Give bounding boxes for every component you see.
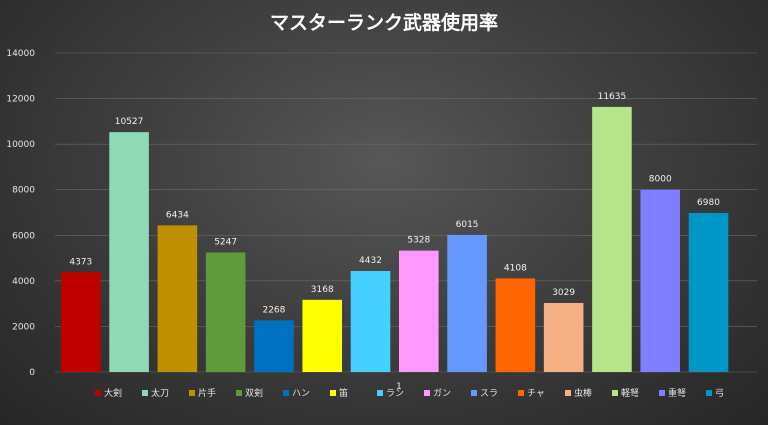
y-axis-ticks: 0 2000 4000 6000 8000 10000 12000 14000 bbox=[6, 49, 35, 378]
legend-swatch bbox=[142, 390, 148, 396]
legend-swatch bbox=[471, 390, 477, 396]
bar bbox=[205, 252, 246, 372]
legend-swatch bbox=[377, 390, 383, 396]
data-label: 11635 bbox=[598, 92, 627, 102]
legend-label: スラ bbox=[480, 388, 498, 399]
data-label: 4373 bbox=[69, 257, 92, 267]
legend-label: ガン bbox=[433, 388, 451, 399]
data-label: 5247 bbox=[214, 237, 237, 247]
legend-swatch bbox=[283, 390, 289, 396]
bar bbox=[254, 320, 294, 372]
bar bbox=[640, 189, 681, 372]
legend-label: 軽弩 bbox=[621, 387, 639, 399]
legend-label: チャ bbox=[527, 388, 545, 399]
data-label: 2268 bbox=[262, 305, 285, 315]
legend-label: 重弩 bbox=[668, 387, 686, 399]
y-tick-label: 14000 bbox=[6, 49, 35, 59]
bar bbox=[157, 225, 198, 372]
data-label: 4108 bbox=[504, 263, 527, 273]
legend-swatch bbox=[659, 390, 665, 396]
legend-swatch bbox=[706, 390, 712, 396]
y-tick-label: 10000 bbox=[6, 140, 35, 150]
legend-label: ラン bbox=[386, 388, 404, 399]
y-tick-label: 0 bbox=[29, 368, 35, 378]
legend-label: 笛 bbox=[339, 387, 348, 399]
legend-swatch bbox=[95, 390, 101, 396]
legend-label: 虫棒 bbox=[574, 387, 592, 399]
data-label: 6980 bbox=[697, 198, 720, 208]
legend-label: 双剣 bbox=[245, 388, 263, 399]
y-tick-label: 6000 bbox=[12, 231, 35, 241]
bar bbox=[592, 106, 632, 372]
y-tick-label: 4000 bbox=[12, 277, 35, 287]
legend-swatch bbox=[612, 390, 618, 396]
bar bbox=[302, 299, 343, 372]
bar bbox=[109, 132, 149, 372]
data-label: 5328 bbox=[407, 236, 430, 246]
y-tick-label: 2000 bbox=[12, 322, 35, 332]
y-tick-label: 12000 bbox=[6, 95, 35, 105]
data-label: 4432 bbox=[359, 256, 382, 266]
legend-swatch bbox=[330, 390, 336, 396]
data-label: 10527 bbox=[115, 117, 144, 127]
legend: 大剣 太刀 片手 双剣 ハン 笛 ラン ガン スラ チャ 虫棒 軽弩 重弩 弓 bbox=[95, 387, 724, 399]
data-label: 3168 bbox=[311, 285, 334, 295]
data-labels: 4373 10527 6434 5247 2268 3168 4432 5328 6015 410… bbox=[69, 92, 720, 315]
bar bbox=[399, 250, 439, 372]
data-label: 3029 bbox=[552, 288, 575, 298]
legend-label: 大剣 bbox=[104, 387, 122, 399]
legend-swatch bbox=[424, 390, 430, 396]
bar bbox=[543, 302, 584, 372]
bar bbox=[447, 234, 487, 372]
data-label: 6434 bbox=[166, 210, 189, 220]
legend-label: ハン bbox=[292, 389, 310, 399]
legend-swatch bbox=[189, 390, 195, 396]
legend-swatch bbox=[236, 390, 242, 396]
legend-swatch bbox=[518, 390, 524, 396]
legend-label: 太刀 bbox=[151, 387, 169, 399]
y-tick-label: 8000 bbox=[12, 186, 35, 196]
x-category-label: 1 bbox=[396, 382, 402, 392]
data-label: 6015 bbox=[456, 220, 479, 230]
data-label: 8000 bbox=[649, 175, 672, 185]
bar bbox=[688, 212, 729, 372]
bar bbox=[495, 278, 536, 372]
bar bbox=[61, 272, 101, 372]
bars bbox=[61, 106, 729, 372]
legend-swatch bbox=[565, 390, 571, 396]
chart-title: マスターランク武器使用率 bbox=[270, 11, 498, 34]
legend-label: 片手 bbox=[198, 387, 216, 399]
bar bbox=[350, 271, 391, 372]
legend-label: 弓 bbox=[715, 388, 724, 399]
